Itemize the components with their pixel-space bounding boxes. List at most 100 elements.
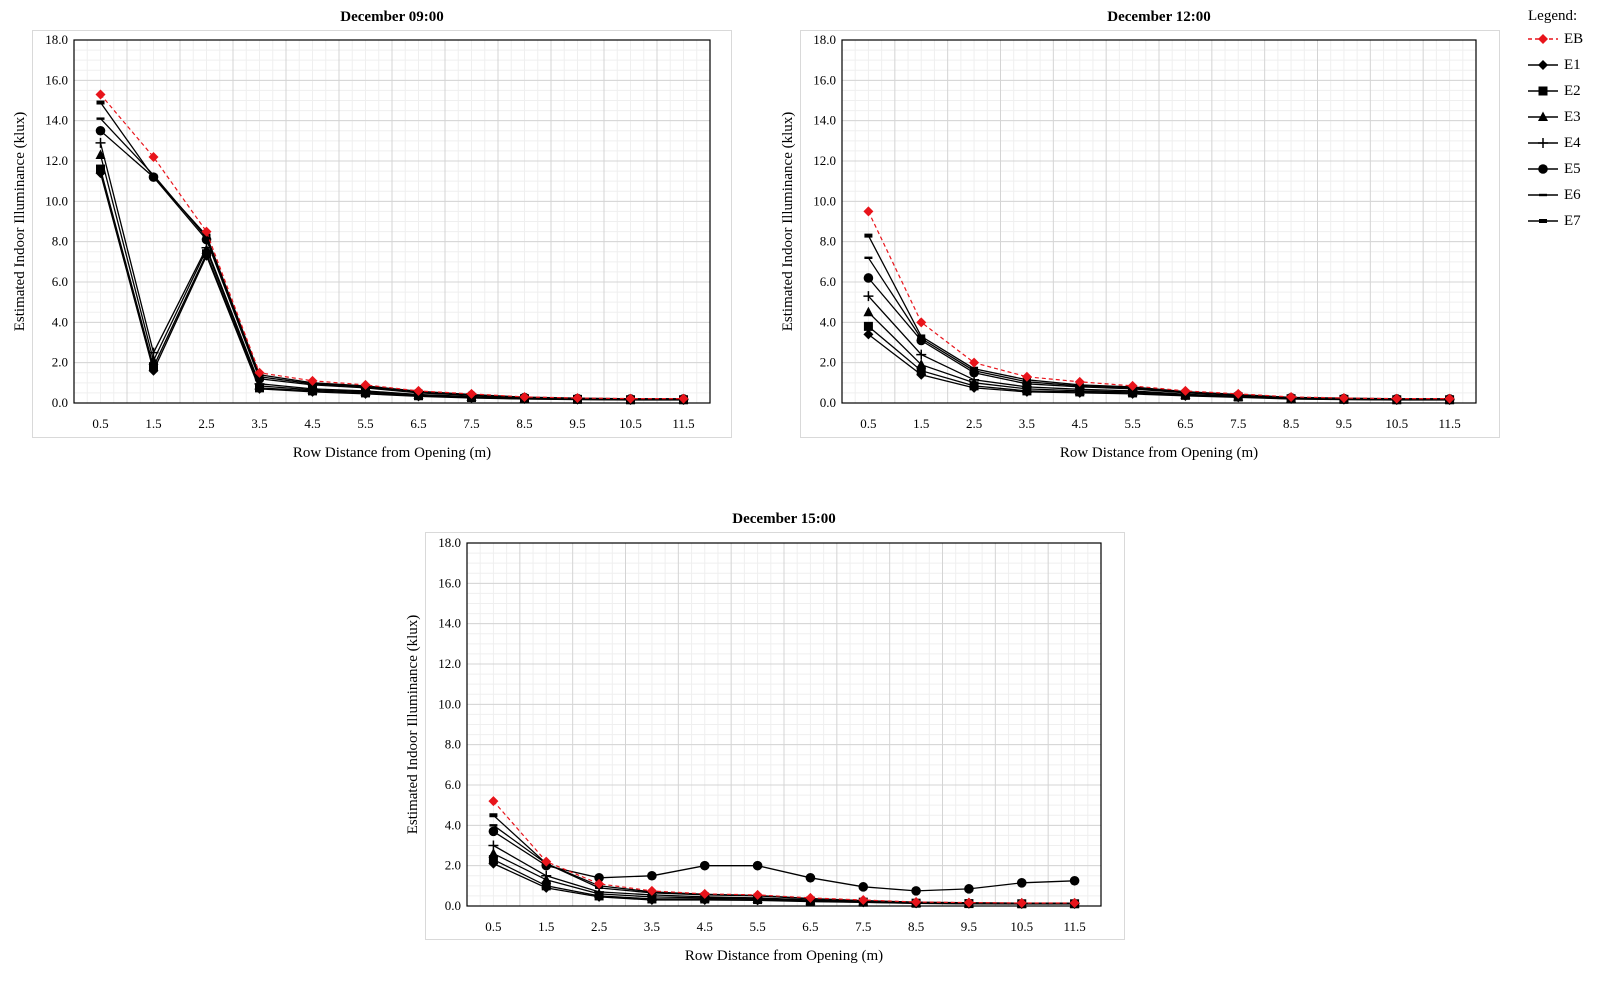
data-point-E2 [149, 362, 158, 372]
data-point-EB [1444, 393, 1455, 404]
x-tick-label: 5.5 [357, 416, 373, 431]
legend-swatch [1528, 219, 1558, 223]
data-point-E5 [752, 860, 763, 871]
data-point-E5 [1069, 875, 1080, 886]
legend-marker-E4 [1538, 138, 1548, 148]
series-E5 [488, 826, 1080, 896]
y-tick-label: 12.0 [45, 153, 68, 168]
legend-item-EB: EB [1528, 27, 1600, 53]
plot-area-border [466, 542, 1102, 907]
legend-marker-EB [1538, 34, 1548, 44]
y-tick-label: 14.0 [813, 113, 836, 128]
x-tick-label: 4.5 [1072, 416, 1088, 431]
x-tick-label: 4.5 [304, 416, 320, 431]
legend-label: E3 [1564, 109, 1581, 125]
legend-swatch [1528, 138, 1558, 148]
y-axis-title: Estimated Indoor Illuminance (klux) [780, 112, 796, 332]
x-tick-label: 7.5 [855, 919, 871, 934]
data-point-EB [148, 151, 159, 162]
data-point-EB [1391, 393, 1402, 404]
plot-area-border [841, 39, 1477, 404]
legend-swatch [1528, 193, 1558, 197]
chart-panel-1200 [800, 30, 1500, 438]
x-axis-title: Row Distance from Opening (m) [685, 948, 883, 964]
data-point-EB [1021, 371, 1032, 382]
data-point-E5 [594, 872, 604, 883]
data-point-E6 [917, 337, 926, 340]
data-point-E4 [541, 870, 552, 881]
data-point-E3 [863, 306, 874, 317]
y-tick-label: 6.0 [52, 274, 68, 289]
data-point-E4 [148, 347, 159, 358]
data-point-E5 [488, 826, 499, 837]
y-tick-label: 0.0 [820, 395, 836, 410]
x-tick-label: 6.5 [802, 919, 818, 934]
x-tick-label: 2.5 [198, 416, 214, 431]
y-tick-label: 18.0 [438, 535, 461, 550]
data-point-E5 [911, 886, 921, 896]
y-tick-label: 8.0 [445, 737, 461, 752]
chart-title: December 09:00 [340, 9, 444, 25]
y-tick-label: 10.0 [813, 193, 836, 208]
data-point-E7 [970, 366, 979, 371]
series-EB [488, 796, 1080, 908]
data-point-E3 [916, 359, 927, 369]
data-point-E3 [488, 848, 499, 858]
x-tick-label: 5.5 [1124, 416, 1140, 431]
y-tick-label: 10.0 [438, 696, 461, 711]
data-point-E3 [148, 355, 159, 365]
legend-label: EB [1564, 31, 1584, 47]
legend-swatch [1528, 111, 1558, 121]
data-point-E2 [541, 881, 551, 891]
chart-title: December 12:00 [1107, 9, 1211, 25]
x-tick-label: 9.5 [961, 919, 977, 934]
y-tick-label: 2.0 [820, 355, 836, 370]
y-tick-label: 2.0 [52, 355, 68, 370]
data-point-EB [1338, 392, 1349, 403]
y-tick-label: 16.0 [438, 575, 461, 590]
data-point-E5 [863, 273, 874, 283]
data-point-E4 [95, 137, 106, 148]
legend-swatch [1528, 86, 1558, 96]
legend-item-E5: E5 [1528, 157, 1600, 183]
x-axis: 0.5 1.5 2.5 3.5 4.5 5.5 6.5 7.5 8.5 9.5 10.5 11.5 [92, 416, 694, 431]
y-tick-label: 0.0 [52, 395, 68, 410]
data-point-EB [1286, 391, 1297, 402]
data-point-E6 [489, 824, 498, 827]
y-tick-label: 8.0 [52, 234, 68, 249]
x-tick-label: 0.5 [92, 416, 108, 431]
y-tick-label: 12.0 [438, 656, 461, 671]
data-point-E7 [489, 813, 498, 818]
data-point-EB [863, 206, 874, 217]
y-tick-label: 4.0 [820, 314, 836, 329]
data-point-EB [699, 888, 710, 899]
data-point-E7 [96, 100, 105, 105]
data-point-E7 [149, 175, 158, 180]
data-point-E5 [964, 884, 974, 894]
data-point-EB [805, 892, 816, 903]
x-tick-label: 1.5 [145, 416, 161, 431]
data-point-E2 [96, 164, 105, 174]
data-point-E4 [916, 349, 927, 360]
data-point-EB [466, 388, 477, 399]
y-tick-label: 0.0 [445, 898, 461, 913]
data-point-E4 [863, 291, 874, 302]
legend-item-E3: E3 [1528, 105, 1600, 131]
y-axis: 0.0 2.0 4.0 6.0 8.0 10.0 12.0 14.0 16.0 18.0 [45, 32, 68, 410]
y-tick-label: 16.0 [45, 72, 68, 87]
legend-label: E6 [1564, 187, 1581, 203]
data-point-EB [1233, 388, 1244, 399]
data-point-EB [201, 226, 212, 237]
x-tick-label: 8.5 [516, 416, 532, 431]
data-point-E2 [863, 321, 873, 331]
x-tick-label: 9.5 [1336, 416, 1352, 431]
x-tick-label: 6.5 [410, 416, 426, 431]
x-tick-label: 3.5 [644, 919, 660, 934]
x-tick-label: 1.5 [538, 919, 554, 934]
y-tick-label: 4.0 [445, 817, 461, 832]
legend-label: E1 [1564, 57, 1581, 73]
chart-panel-0900 [32, 30, 732, 438]
legend-item-E6: E6 [1528, 183, 1600, 209]
legend-label: E2 [1564, 83, 1581, 99]
